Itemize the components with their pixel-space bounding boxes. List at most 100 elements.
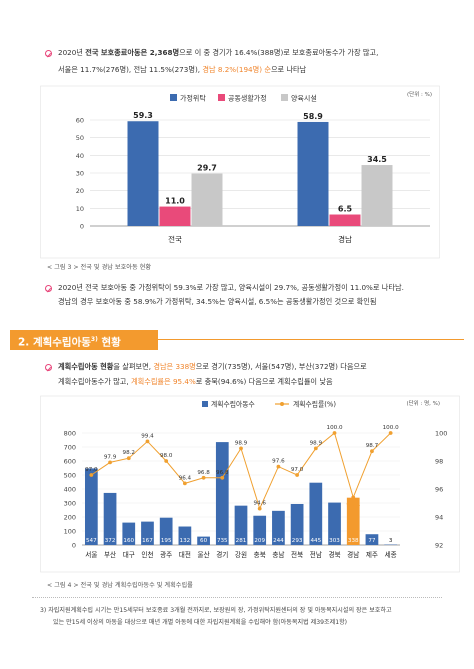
bar-count-label: 281 bbox=[236, 538, 247, 544]
bar bbox=[365, 534, 379, 545]
legend-label: 공동생활가정 bbox=[228, 94, 267, 103]
x-region-label: 세종 bbox=[385, 550, 397, 559]
legend-swatch bbox=[170, 94, 177, 101]
bar-count-label: 132 bbox=[180, 538, 191, 544]
y-left-tick-label: 200 bbox=[64, 514, 76, 522]
bar bbox=[127, 121, 159, 226]
y-left-tick-label: 500 bbox=[64, 472, 76, 480]
intro-line-1: 2020년 전국 보호종료아동은 2,368명으로 이 중 경기가 16.4%(… bbox=[58, 48, 379, 57]
rate-value-label: 98.9 bbox=[310, 440, 323, 446]
bar-count-label: 445 bbox=[310, 538, 321, 544]
y-left-tick-label: 600 bbox=[64, 458, 76, 466]
rate-point bbox=[370, 449, 374, 454]
rate-point bbox=[351, 495, 356, 500]
y-left-tick-label: 0 bbox=[72, 542, 76, 550]
rate-value-label: 94.6 bbox=[253, 501, 266, 507]
y-tick-label: 20 bbox=[76, 187, 84, 195]
bar bbox=[197, 536, 210, 545]
para3-line-1: 계획수립아동 현황을 살펴보면, 경남은 338명으로 경기(735명), 서울… bbox=[58, 362, 367, 371]
y-left-tick-label: 400 bbox=[64, 486, 76, 494]
rate-point bbox=[89, 473, 94, 477]
rate-value-label: 99.4 bbox=[141, 433, 154, 439]
rate-value-label: 98.2 bbox=[123, 450, 135, 456]
x-region-label: 울산 bbox=[198, 550, 210, 559]
y-tick-label: 30 bbox=[76, 170, 84, 178]
legend-swatch bbox=[218, 94, 225, 101]
x-category-label: 전국 bbox=[168, 234, 182, 244]
rate-point bbox=[108, 460, 112, 465]
bar bbox=[361, 165, 393, 226]
legend-swatch bbox=[202, 401, 208, 407]
rate-point bbox=[220, 475, 225, 480]
section-2-heading: 2. 계획수립아동3) 현황 bbox=[10, 330, 158, 350]
legend-label: 계획수립률(%) bbox=[293, 400, 336, 409]
rate-value-label: 98.7 bbox=[366, 443, 379, 449]
figure-4-caption: < 그림 4 > 전국 및 경남 계획수립아동수 및 계획수립률 bbox=[47, 582, 193, 589]
chart1-frame bbox=[40, 85, 440, 259]
y-tick-label: 60 bbox=[76, 117, 84, 125]
bar-count-label: 209 bbox=[254, 538, 265, 544]
bar bbox=[290, 503, 304, 545]
rate-value-label: 96.8 bbox=[216, 470, 229, 476]
bar bbox=[297, 121, 329, 226]
rate-value-label: 100.0 bbox=[383, 425, 399, 431]
para2-line-2: 경남의 경우 보호아동 중 58.9%가 가정위탁, 34.5%는 양육시설, … bbox=[58, 297, 377, 306]
check-bullet-icon bbox=[45, 285, 52, 292]
bar bbox=[234, 505, 248, 545]
y-right-tick-label: 98 bbox=[435, 458, 443, 466]
x-region-label: 전북 bbox=[291, 550, 303, 559]
y-right-tick-label: 92 bbox=[435, 542, 443, 550]
y-tick-label: 10 bbox=[76, 205, 84, 213]
rate-value-label: 100.0 bbox=[327, 425, 343, 431]
bar-count-label: 338 bbox=[348, 538, 359, 544]
footnote-line-2: 있는 만15세 이상의 아동을 대상으로 매년 개별 아동에 대한 자립지원계획… bbox=[53, 619, 348, 626]
x-region-label: 부산 bbox=[104, 550, 116, 559]
bar-value-label: 58.9 bbox=[303, 112, 323, 121]
rate-point bbox=[145, 439, 150, 444]
bar bbox=[191, 173, 223, 226]
rate-point bbox=[332, 431, 337, 435]
bar-count-label: 160 bbox=[123, 538, 134, 544]
y-right-tick-label: 96 bbox=[435, 486, 443, 494]
figure-3-caption: < 그림 3 > 전국 및 경남 보호아동 현황 bbox=[47, 264, 152, 271]
x-region-label: 경기 bbox=[216, 550, 228, 559]
rate-value-label: 97.9 bbox=[104, 454, 117, 460]
rate-value-label: 96.4 bbox=[179, 475, 192, 481]
legend-swatch bbox=[281, 94, 288, 101]
x-region-label: 경북 bbox=[328, 550, 340, 559]
bar bbox=[159, 517, 173, 545]
rate-value-label: 95.4 bbox=[346, 502, 360, 508]
rate-point bbox=[313, 446, 318, 451]
x-region-label: 대구 bbox=[123, 551, 135, 559]
rate-point bbox=[182, 481, 187, 486]
bar-count-label: 195 bbox=[161, 538, 172, 544]
y-right-tick-label: 100 bbox=[435, 430, 447, 438]
bar bbox=[103, 492, 117, 545]
legend-label: 가정위탁 bbox=[180, 94, 206, 103]
legend-label: 양육시설 bbox=[291, 95, 317, 103]
bar bbox=[122, 522, 136, 545]
x-region-label: 충남 bbox=[272, 550, 284, 559]
bar-count-label: 167 bbox=[142, 538, 153, 544]
y-left-tick-label: 100 bbox=[64, 528, 76, 536]
rate-value-label: 97.6 bbox=[272, 459, 285, 465]
bar-count-label: 60 bbox=[200, 538, 208, 544]
bar bbox=[84, 468, 98, 545]
x-region-label: 경남 bbox=[347, 550, 359, 559]
para3-line-2: 계획수립아동수가 많고, 계획수립률은 95.4%로 충북(94.6%) 다음으… bbox=[58, 377, 333, 386]
bar-value-label: 34.5 bbox=[367, 155, 387, 164]
bar-count-label: 244 bbox=[273, 538, 284, 544]
x-region-label: 대전 bbox=[179, 550, 191, 559]
y-left-tick-label: 800 bbox=[64, 430, 76, 438]
x-region-label: 전남 bbox=[310, 550, 322, 559]
y-tick-label: 0 bbox=[80, 223, 84, 231]
rate-value-label: 96.8 bbox=[197, 470, 210, 476]
check-bullet-icon bbox=[45, 50, 52, 57]
chart2-frame bbox=[40, 395, 460, 573]
footnote-divider bbox=[32, 597, 442, 598]
bar-count-label: 303 bbox=[329, 538, 340, 544]
x-region-label: 제주 bbox=[366, 551, 378, 559]
para2-line-1: 2020년 전국 보호아동 중 가정위탁이 59.3%로 가장 많고, 양육시설… bbox=[58, 283, 404, 292]
bar-count-label: 735 bbox=[217, 538, 228, 544]
bar bbox=[328, 502, 341, 545]
